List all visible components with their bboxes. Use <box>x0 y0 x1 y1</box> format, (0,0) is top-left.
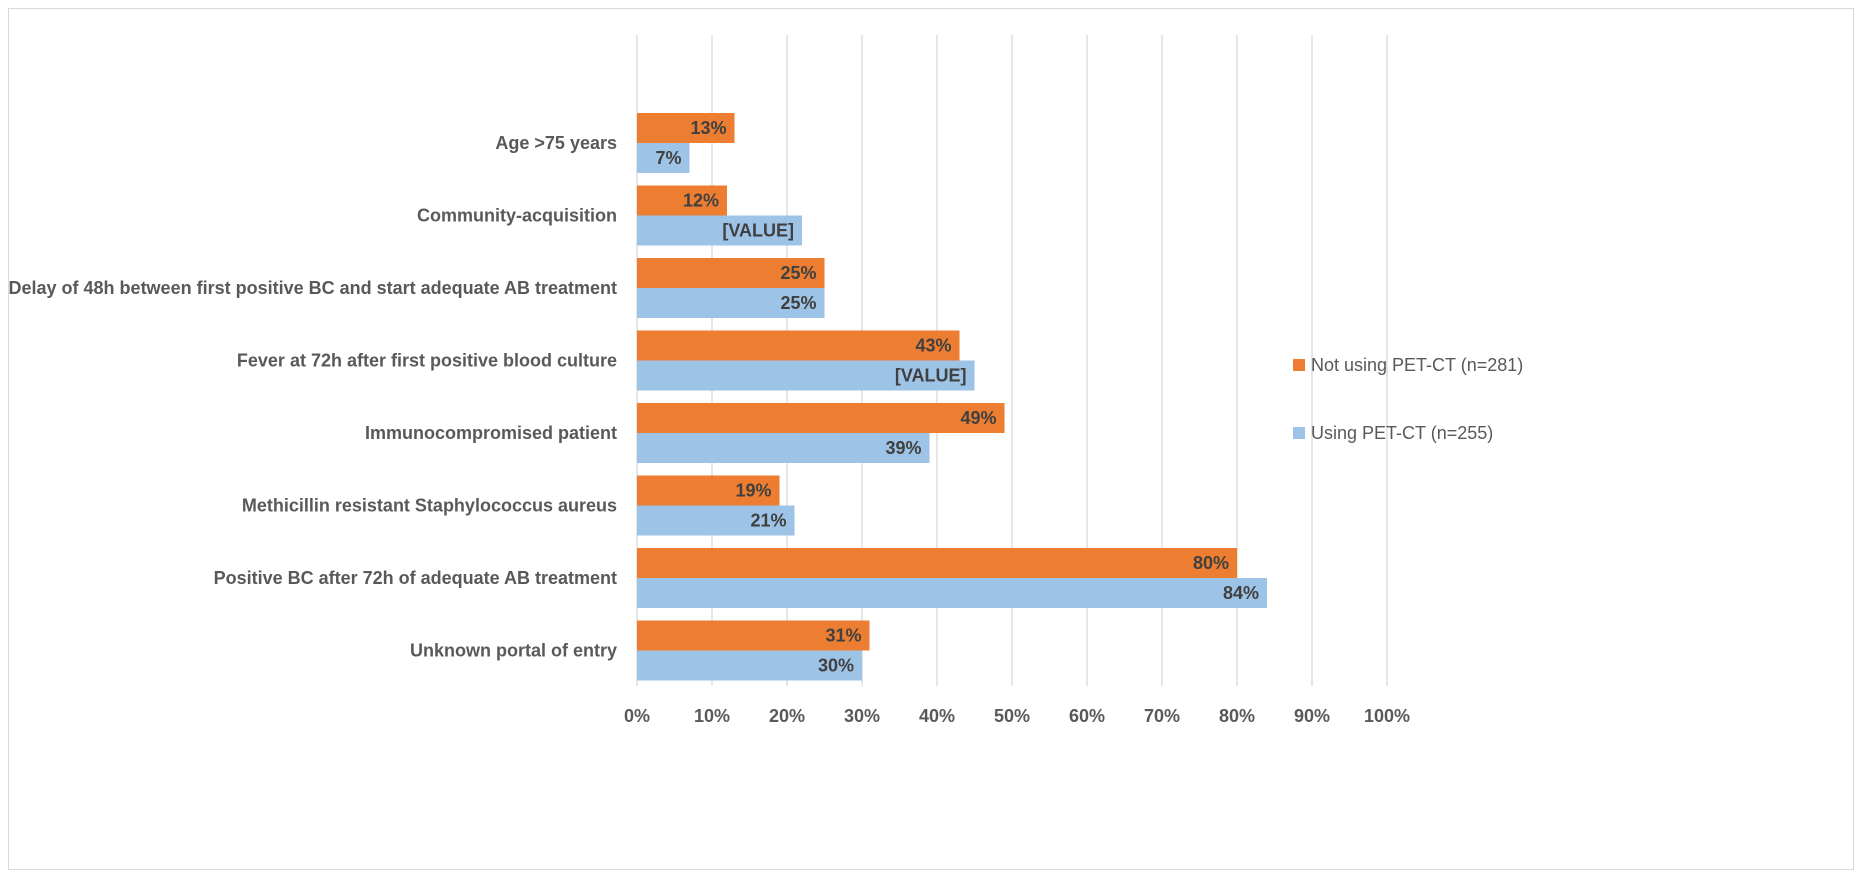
x-tick-label: 50% <box>994 706 1030 726</box>
bar-not-using-pet-ct <box>637 330 960 361</box>
data-label: 43% <box>915 336 951 356</box>
x-tick-label: 80% <box>1219 706 1255 726</box>
legend-label: Using PET-CT (n=255) <box>1311 423 1493 443</box>
data-label: 7% <box>655 148 681 168</box>
bar-not-using-pet-ct <box>637 475 780 506</box>
data-label: 49% <box>960 408 996 428</box>
bar-using-pet-ct <box>637 360 975 391</box>
category-label: Delay of 48h between first positive BC a… <box>9 278 617 298</box>
data-label: 31% <box>825 626 861 646</box>
data-label: 21% <box>750 511 786 531</box>
bar-not-using-pet-ct <box>637 113 735 143</box>
bar-using-pet-ct <box>637 143 690 173</box>
bar-using-pet-ct <box>637 433 930 463</box>
bars <box>637 113 1267 681</box>
data-label: 80% <box>1193 553 1229 573</box>
category-label: Fever at 72h after first positive blood … <box>237 351 617 371</box>
bar-using-pet-ct <box>637 650 862 681</box>
category-label: Positive BC after 72h of adequate AB tre… <box>214 568 617 588</box>
legend: Not using PET-CT (n=281) Using PET-CT (n=… <box>1293 355 1523 443</box>
bar-using-pet-ct <box>637 215 802 246</box>
data-label: 13% <box>690 118 726 138</box>
category-label: Methicillin resistant Staphylococcus aur… <box>242 496 617 516</box>
bar-chart: 13%7%12%[VALUE]25%25%43%[VALUE]49%39%19%… <box>9 35 1523 726</box>
category-label: Community-acquisition <box>417 206 617 226</box>
data-label: [VALUE] <box>895 366 967 386</box>
data-labels: 13%7%12%[VALUE]25%25%43%[VALUE]49%39%19%… <box>655 118 1259 676</box>
data-label: 25% <box>780 263 816 283</box>
legend-swatch <box>1293 359 1305 371</box>
data-label: 30% <box>818 656 854 676</box>
category-labels: Age >75 years Community-acquisition Delay … <box>9 133 617 661</box>
x-tick-label: 30% <box>844 706 880 726</box>
legend-label: Not using PET-CT (n=281) <box>1311 355 1523 375</box>
x-tick-label: 20% <box>769 706 805 726</box>
data-label: 12% <box>683 191 719 211</box>
data-label: 19% <box>735 481 771 501</box>
bar-not-using-pet-ct <box>637 403 1005 433</box>
bar-not-using-pet-ct <box>637 258 825 288</box>
legend-swatch <box>1293 427 1305 439</box>
bar-using-pet-ct <box>637 288 825 318</box>
bar-not-using-pet-ct <box>637 548 1237 578</box>
bar-not-using-pet-ct <box>637 620 870 651</box>
bar-not-using-pet-ct <box>637 185 727 216</box>
category-label: Unknown portal of entry <box>410 641 617 661</box>
x-tick-label: 90% <box>1294 706 1330 726</box>
x-tick-label: 0% <box>624 706 650 726</box>
x-tick-label: 70% <box>1144 706 1180 726</box>
x-tick-label: 60% <box>1069 706 1105 726</box>
data-label: [VALUE] <box>722 221 794 241</box>
category-label: Immunocompromised patient <box>365 423 617 443</box>
data-label: 25% <box>780 293 816 313</box>
data-label: 84% <box>1223 583 1259 603</box>
x-tick-label: 10% <box>694 706 730 726</box>
chart-frame: 13% 7% 12% [VALUE] 25% 25% 43% [VALUE] 49% 39% 19%… <box>8 8 1854 870</box>
bar-using-pet-ct <box>637 505 795 536</box>
bar-using-pet-ct <box>637 578 1267 608</box>
data-label: 39% <box>885 438 921 458</box>
category-label: Age >75 years <box>495 133 617 153</box>
x-tick-label: 100% <box>1364 706 1410 726</box>
x-axis-tick-labels: 0% 10% 20% 30% 40% 50% 60% 70% 80% 90% 100% <box>624 706 1410 726</box>
x-tick-label: 40% <box>919 706 955 726</box>
